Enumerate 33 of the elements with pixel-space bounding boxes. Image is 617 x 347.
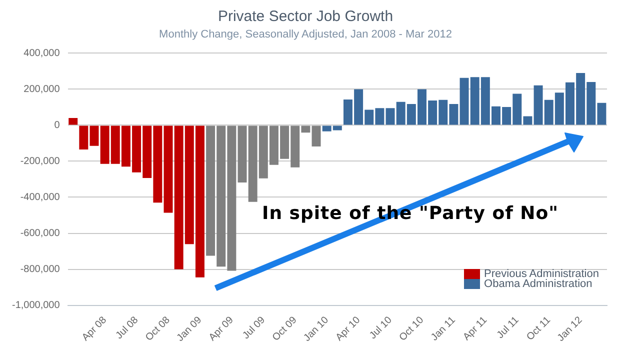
x-tick-label: Jan 12 <box>556 314 585 344</box>
y-tick-label: -1,000,000 <box>12 300 60 312</box>
x-tick-label: Jul 11 <box>495 314 522 341</box>
bar <box>68 118 78 125</box>
x-tick-label: Apr 10 <box>334 314 363 344</box>
y-tick-label: -800,000 <box>20 264 60 276</box>
chart-subtitle: Monthly Change, Seasonally Adjusted, Jan 2008 - Mar 2012 <box>159 28 452 41</box>
x-tick-label: Oct 08 <box>144 314 173 344</box>
chart-title: Private Sector Job Growth <box>218 8 394 26</box>
x-tick-label: Oct 11 <box>524 314 554 343</box>
bar <box>312 126 321 146</box>
y-tick-label: 200,000 <box>24 84 60 95</box>
bar <box>164 126 173 213</box>
x-tick-label: Jan 10 <box>302 314 332 344</box>
x-tick-label: Jul 09 <box>240 314 268 342</box>
x-tick-label: Oct 09 <box>270 314 300 344</box>
x-tick-label: Apr 09 <box>207 314 236 344</box>
y-tick-label: -200,000 <box>20 156 60 167</box>
x-tick-label: Jan 09 <box>175 314 204 344</box>
x-tick-label: Apr 11 <box>461 314 490 343</box>
x-tick-label: Jan 11 <box>429 314 458 344</box>
x-tick-label: Jul 08 <box>114 314 141 342</box>
bar <box>90 126 99 146</box>
x-tick-label: Apr 08 <box>80 314 110 344</box>
y-tick-label: 400,000 <box>24 48 60 59</box>
legend-label: Previous Administration <box>484 268 599 280</box>
y-tick-label: -400,000 <box>20 192 60 203</box>
bar <box>79 126 88 150</box>
x-tick-label: Jul 10 <box>368 314 395 342</box>
y-tick-label: -600,000 <box>20 228 60 240</box>
x-tick-label: Oct 10 <box>397 314 426 344</box>
y-tick-label: 0 <box>54 120 60 131</box>
legend-label: Obama Administration <box>484 278 592 290</box>
